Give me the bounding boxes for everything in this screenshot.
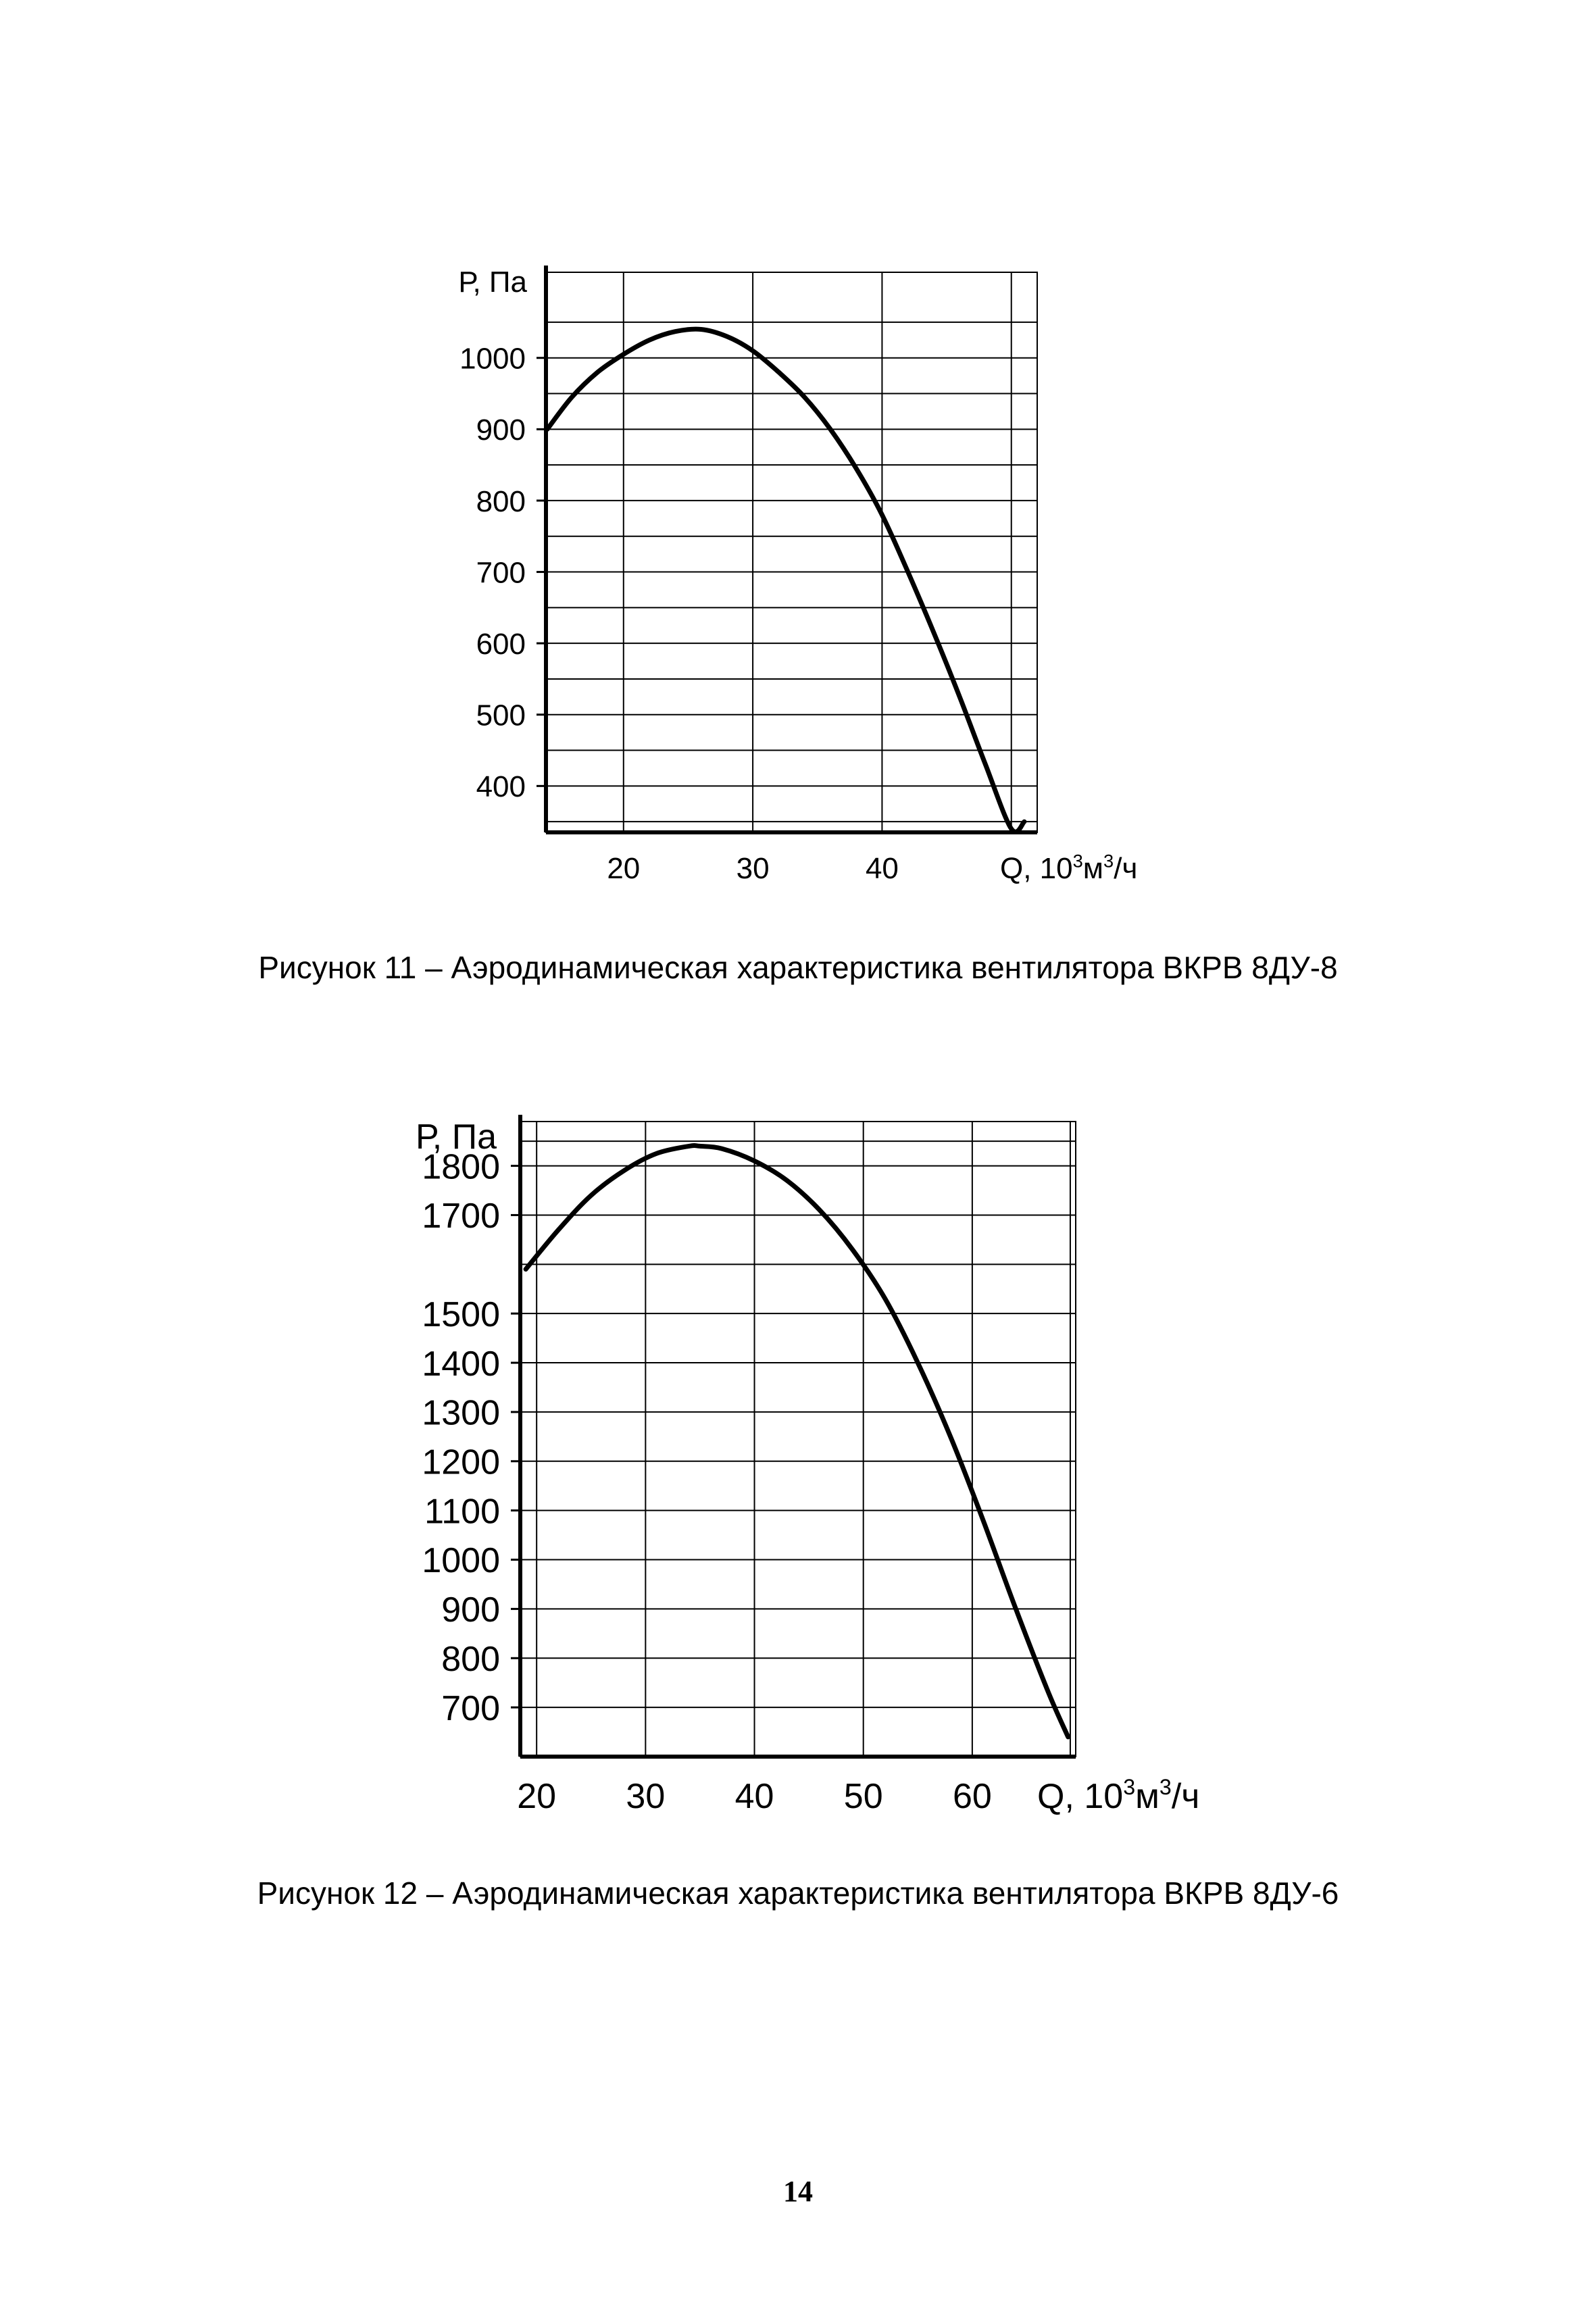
- y-tick-label: 700: [476, 556, 526, 589]
- caption-fig12: Рисунок 12 – Аэродинамическая характерис…: [257, 1876, 1339, 1911]
- series-line: [523, 1142, 1071, 1740]
- chart-fig12: 700 800 900 1000 1100 1200 1300 1400 1500 1700 180…: [416, 1115, 1199, 1816]
- y-tick-label: 1500: [422, 1295, 500, 1334]
- page-number: 14: [783, 2175, 813, 2208]
- y-tick-label: 1400: [422, 1344, 500, 1384]
- y-tick-label: 700: [441, 1689, 500, 1728]
- chart-fig11: 400 500 600 700 800 900 1000 20 30 40 Р, Па Q, 103м…: [458, 266, 1137, 885]
- y-tick-label: 800: [441, 1640, 500, 1679]
- x-tick-label: 40: [735, 1777, 774, 1816]
- y-tick-label: 1000: [459, 343, 526, 376]
- x-axis-title: Q, 103м3/ч: [1037, 1775, 1199, 1816]
- y-tick-label: 1100: [424, 1492, 500, 1531]
- y-tick-label: 600: [476, 628, 526, 661]
- y-tick-label: 1200: [422, 1443, 500, 1482]
- y-tick-label: 1800: [422, 1147, 500, 1186]
- y-axis-title: Р, Па: [416, 1117, 497, 1157]
- caption-fig11: Рисунок 11 – Аэродинамическая характерис…: [258, 950, 1338, 985]
- y-tick-label: 900: [441, 1590, 500, 1630]
- plot-frame: [520, 1121, 1076, 1757]
- x-tick-label: 50: [844, 1777, 883, 1816]
- x-tick-label: 40: [866, 852, 899, 885]
- y-tick-label: 1300: [422, 1394, 500, 1433]
- x-tick-label: 20: [517, 1777, 556, 1816]
- x-tick-label: 30: [626, 1777, 665, 1816]
- y-axis-title: Р, Па: [458, 266, 527, 299]
- series-line: [545, 326, 1027, 834]
- x-tick-label: 20: [607, 852, 640, 885]
- x-axis-title: Q, 103м3/ч: [1000, 850, 1137, 885]
- y-tick-label: 900: [476, 413, 526, 447]
- x-tick-label: 30: [737, 852, 770, 885]
- y-tick-label: 500: [476, 699, 526, 732]
- y-tick-label: 400: [476, 770, 526, 803]
- y-tick-label: 1700: [422, 1197, 500, 1236]
- x-tick-label: 60: [953, 1777, 992, 1816]
- y-tick-label: 800: [476, 485, 526, 518]
- y-tick-label: 1000: [422, 1541, 500, 1580]
